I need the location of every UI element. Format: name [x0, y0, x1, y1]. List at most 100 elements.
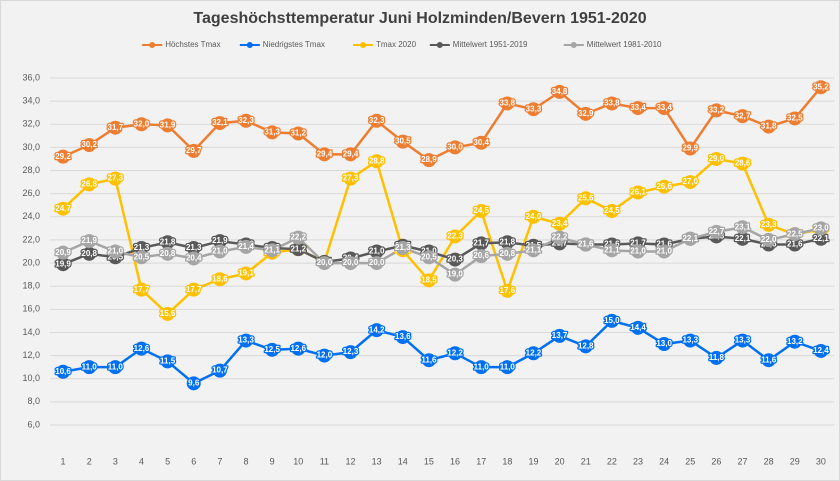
- data-label: 9,6: [188, 378, 200, 387]
- data-label: 20,5: [421, 252, 437, 261]
- data-point: [709, 350, 724, 365]
- data-point: [369, 244, 384, 259]
- x-tick-label: 28: [764, 456, 774, 466]
- data-label: 31,9: [160, 121, 176, 130]
- data-label: 11,0: [500, 362, 516, 371]
- x-tick-label: 3: [113, 456, 118, 466]
- data-point: [709, 224, 724, 239]
- data-label: 21,3: [186, 243, 202, 252]
- x-tick-label: 20: [555, 456, 565, 466]
- x-tick-label: 15: [424, 456, 434, 466]
- y-tick-label: 8,0: [27, 396, 40, 406]
- data-point: [56, 364, 71, 379]
- x-tick-label: 9: [270, 456, 275, 466]
- data-label: 17,6: [500, 286, 516, 295]
- data-point: [683, 141, 698, 156]
- data-label: 23,0: [813, 223, 829, 232]
- data-label: 29,0: [709, 154, 725, 163]
- data-label: 18,5: [421, 276, 437, 285]
- data-label: 27,3: [108, 174, 124, 183]
- data-label: 13,2: [787, 337, 803, 346]
- data-point: [421, 273, 436, 288]
- data-point: [239, 113, 253, 128]
- data-point: [735, 109, 750, 124]
- data-label: 13,7: [552, 331, 568, 340]
- data-point: [56, 149, 71, 164]
- data-label: 33,8: [604, 99, 620, 108]
- data-label: 24,5: [473, 206, 489, 215]
- data-label: 21,7: [630, 239, 646, 248]
- y-tick-label: 18,0: [22, 281, 40, 291]
- data-label: 22,1: [813, 234, 829, 243]
- data-point: [343, 345, 358, 360]
- data-point: [212, 116, 227, 131]
- data-label: 35,2: [813, 82, 829, 91]
- data-label: 10,7: [212, 366, 228, 375]
- x-tick-label: 27: [738, 456, 748, 466]
- data-label: 12,8: [578, 341, 594, 350]
- data-point: [239, 266, 253, 281]
- data-point: [160, 306, 175, 321]
- x-tick-label: 25: [685, 456, 695, 466]
- data-label: 32,5: [787, 114, 803, 123]
- data-point: [526, 102, 541, 117]
- data-label: 20,9: [55, 248, 71, 257]
- data-point: [813, 231, 828, 246]
- data-point: [813, 80, 828, 95]
- data-point: [552, 328, 567, 343]
- data-label: 31,8: [761, 122, 777, 131]
- data-point: [160, 118, 175, 133]
- data-label: 19,0: [447, 270, 463, 279]
- data-point: [578, 106, 593, 121]
- data-label: 12,0: [317, 351, 333, 360]
- data-label: 12,6: [134, 344, 150, 353]
- data-label: 22,1: [735, 234, 751, 243]
- data-label: 22,7: [709, 227, 725, 236]
- data-label: 20,0: [369, 258, 385, 267]
- data-label: 30,0: [447, 143, 463, 152]
- x-tick-label: 12: [346, 456, 356, 466]
- y-tick-label: 30,0: [22, 142, 40, 152]
- data-point: [343, 256, 358, 271]
- data-point: [448, 346, 463, 361]
- data-point: [604, 204, 619, 219]
- x-tick-label: 22: [607, 456, 617, 466]
- data-point: [657, 179, 672, 194]
- data-point: [448, 140, 463, 155]
- data-label: 26,6: [656, 182, 672, 191]
- data-label: 25,6: [578, 193, 594, 202]
- data-label: 32,9: [578, 109, 594, 118]
- data-label: 28,9: [421, 155, 437, 164]
- legend-label: Mittelwert 1981-2010: [587, 40, 662, 49]
- legend-marker: [149, 42, 156, 48]
- data-label: 21,0: [108, 247, 124, 256]
- data-label: 20,8: [81, 249, 97, 258]
- data-point: [265, 243, 280, 258]
- data-point: [186, 282, 201, 297]
- data-label: 21,8: [160, 237, 176, 246]
- y-tick-label: 6,0: [27, 419, 40, 429]
- data-point: [395, 134, 410, 149]
- data-label: 21,6: [787, 240, 803, 249]
- data-point: [343, 171, 358, 186]
- data-label: 22,0: [761, 235, 777, 244]
- legend-label: Höchstes Tmax: [165, 40, 220, 49]
- data-label: 30,5: [395, 137, 411, 146]
- data-label: 21,7: [473, 239, 489, 248]
- data-point: [657, 101, 672, 116]
- data-point: [56, 201, 71, 216]
- data-label: 24,7: [55, 204, 71, 213]
- data-label: 15,0: [604, 316, 620, 325]
- data-label: 22,2: [290, 233, 306, 242]
- data-point: [761, 119, 776, 134]
- data-label: 30,4: [473, 138, 489, 147]
- data-label: 29,4: [343, 149, 359, 158]
- x-tick-label: 11: [320, 456, 329, 466]
- data-point: [134, 282, 149, 297]
- data-label: 20,0: [343, 258, 359, 267]
- data-point: [448, 267, 463, 282]
- x-tick-label: 6: [191, 456, 196, 466]
- x-tick-label: 1: [61, 456, 66, 466]
- x-tick-label: 29: [790, 456, 800, 466]
